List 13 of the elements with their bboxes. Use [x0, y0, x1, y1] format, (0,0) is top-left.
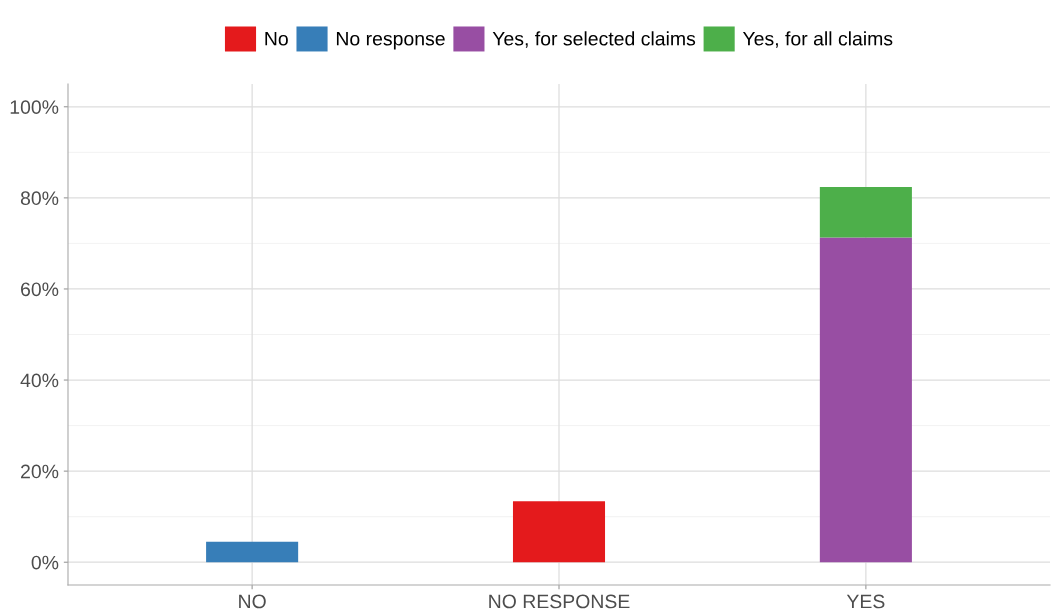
y-tick-label: 20%	[21, 464, 59, 479]
y-tick-label: 80%	[20, 191, 59, 206]
x-tick-label: NO	[239, 594, 266, 609]
y-tick-label: 60%	[21, 282, 59, 297]
y-tick-label: 100%	[10, 100, 59, 115]
y-tick-label: 0%	[31, 555, 59, 570]
legend-label: Yes, for all claims	[742, 31, 893, 48]
y-tick-label: 40%	[20, 373, 59, 388]
legend-label: No	[265, 31, 288, 46]
legend-label: Yes, for selected claims	[492, 31, 696, 48]
legend-label: No response	[336, 31, 445, 50]
x-tick-label: NO RESPONSE	[489, 594, 630, 609]
x-tick-label: YES	[846, 594, 885, 609]
